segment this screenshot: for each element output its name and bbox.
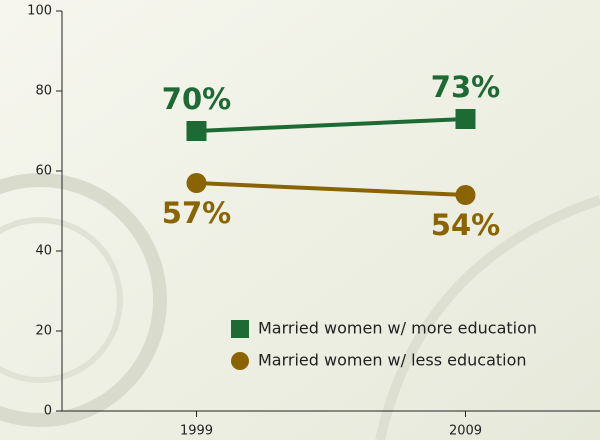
y-tick-label: 60 bbox=[35, 164, 52, 179]
x-tick-label: 1999 bbox=[180, 424, 213, 439]
y-tick-label: 0 bbox=[44, 404, 52, 419]
marker bbox=[455, 185, 476, 205]
data-label: 57% bbox=[162, 196, 231, 230]
data-label: 70% bbox=[162, 82, 231, 116]
legend-marker bbox=[231, 352, 249, 370]
series-line bbox=[196, 117, 466, 133]
legend-label: Married women w/ less education bbox=[258, 351, 527, 370]
series-line bbox=[196, 181, 466, 197]
marker bbox=[455, 109, 476, 129]
data-label: 73% bbox=[431, 70, 500, 104]
y-tick-label: 100 bbox=[27, 4, 52, 19]
y-tick-label: 40 bbox=[35, 244, 52, 259]
y-tick-label: 80 bbox=[35, 84, 52, 99]
background-seal bbox=[0, 173, 167, 427]
marker bbox=[186, 173, 207, 193]
legend-marker bbox=[231, 320, 249, 338]
background-swirl bbox=[375, 195, 600, 440]
y-tick-label: 20 bbox=[35, 324, 52, 339]
marker bbox=[186, 121, 207, 141]
data-label: 54% bbox=[431, 208, 500, 242]
legend-label: Married women w/ more education bbox=[258, 319, 537, 338]
background-seal bbox=[0, 217, 123, 383]
x-tick-label: 2009 bbox=[449, 424, 482, 439]
